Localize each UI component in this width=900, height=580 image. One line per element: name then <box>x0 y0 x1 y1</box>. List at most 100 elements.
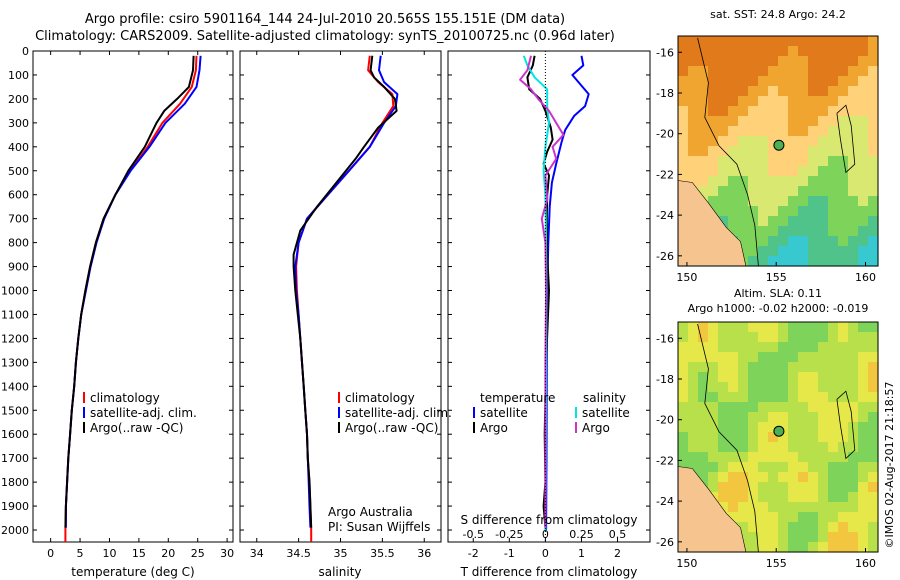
map-cell <box>758 196 769 207</box>
map-cell <box>818 542 829 553</box>
legend-label: satellite-adj. clim. <box>90 406 197 420</box>
map-cell <box>678 66 689 77</box>
map-cell <box>838 36 849 47</box>
map-cell <box>678 76 689 87</box>
map-cell <box>818 146 829 157</box>
map-cell <box>768 126 779 137</box>
map-cell <box>818 382 829 393</box>
map-cell <box>728 76 739 87</box>
map-cell <box>858 462 869 473</box>
map-cell <box>838 136 849 147</box>
map-cell <box>808 392 819 403</box>
map-cell <box>868 236 879 247</box>
map-cell <box>748 332 759 343</box>
map-cell <box>748 236 759 247</box>
map-cell <box>828 216 839 227</box>
map-cell <box>788 66 799 77</box>
map-cell <box>708 322 719 333</box>
map-cell <box>768 56 779 67</box>
map-cell <box>758 402 769 413</box>
map-cell <box>818 402 829 413</box>
map-cell <box>708 56 719 67</box>
map-cell <box>748 452 759 463</box>
map-cell <box>768 66 779 77</box>
map-cell <box>698 422 709 433</box>
map-cell <box>778 392 789 403</box>
map-cell <box>758 382 769 393</box>
map-cell <box>798 76 809 87</box>
map-cell <box>808 482 819 493</box>
map-cell <box>768 106 779 117</box>
map-cell <box>828 392 839 403</box>
map-cell <box>858 412 869 423</box>
map-cell <box>738 246 749 257</box>
map-cell <box>688 392 699 403</box>
map-cell <box>748 186 759 197</box>
map-lat-label: -22 <box>656 168 674 181</box>
map-cell <box>768 472 779 483</box>
map-cell <box>798 246 809 257</box>
map-cell <box>848 352 859 363</box>
y-tick-label: 400 <box>8 141 29 154</box>
map-cell <box>858 362 869 373</box>
map-cell <box>858 176 869 187</box>
map-cell <box>738 116 749 127</box>
map-cell <box>778 36 789 47</box>
map-cell <box>818 56 829 67</box>
map-cell <box>718 392 729 403</box>
map-cell <box>848 256 859 267</box>
map-cell <box>768 492 779 503</box>
map-cell <box>818 236 829 247</box>
map-cell <box>838 196 849 207</box>
map-cell <box>748 432 759 443</box>
map-cell <box>708 332 719 343</box>
map-cell <box>778 176 789 187</box>
map-cell <box>738 236 749 247</box>
map-cell <box>698 432 709 443</box>
map-lat-label: -18 <box>656 373 674 386</box>
map-title: sat. SST: 24.8 Argo: 24.2 <box>710 8 846 21</box>
map-cell <box>758 206 769 217</box>
map-cell <box>868 482 879 493</box>
map-cell <box>688 166 699 177</box>
map-cell <box>698 322 709 333</box>
map-cell <box>728 382 739 393</box>
map-cell <box>758 542 769 553</box>
map-cell <box>768 46 779 57</box>
map-cell <box>698 372 709 383</box>
map-cell <box>688 176 699 187</box>
map-cell <box>838 422 849 433</box>
map-cell <box>828 482 839 493</box>
map-cell <box>748 482 759 493</box>
map-cell <box>738 402 749 413</box>
map-cell <box>798 532 809 543</box>
map-cell <box>778 216 789 227</box>
y-tick-label: 1400 <box>1 380 29 393</box>
map-cell <box>818 332 829 343</box>
map-cell <box>728 66 739 77</box>
map-cell <box>868 512 879 523</box>
map-cell <box>768 512 779 523</box>
map-cell <box>688 66 699 77</box>
x-tick-label: 25 <box>191 547 205 560</box>
map-cell <box>818 322 829 333</box>
map-cell <box>868 362 879 373</box>
map-cell <box>858 332 869 343</box>
map-cell <box>718 196 729 207</box>
map-cell <box>788 372 799 383</box>
map-cell <box>858 196 869 207</box>
map-cell <box>768 176 779 187</box>
map-cell <box>748 156 759 167</box>
map-cell <box>758 432 769 443</box>
map-cell <box>858 432 869 443</box>
map-cell <box>848 226 859 237</box>
map-cell <box>748 176 759 187</box>
map-cell <box>728 402 739 413</box>
map-cell <box>768 186 779 197</box>
map-cell <box>868 166 879 177</box>
map-cell <box>748 492 759 503</box>
map-cell <box>678 372 689 383</box>
map-cell <box>738 472 749 483</box>
map-cell <box>848 76 859 87</box>
map-cell <box>838 96 849 107</box>
